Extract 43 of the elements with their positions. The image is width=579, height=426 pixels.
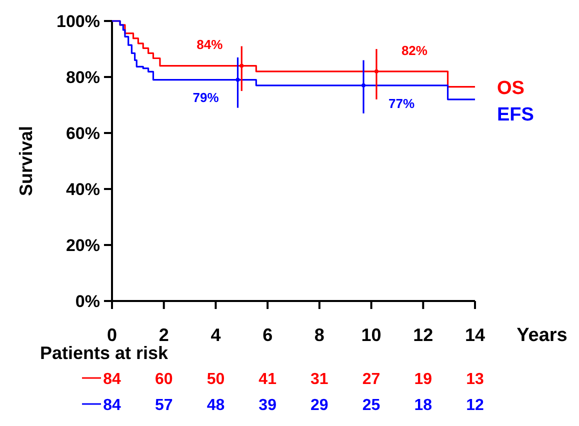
y-tick-label: 20% [66, 236, 100, 255]
point [362, 83, 366, 88]
text: 60 [154, 371, 173, 388]
y-tick-label: 0% [75, 292, 100, 311]
data-label: 77% [388, 96, 415, 111]
y-tick-label: 60% [66, 124, 100, 143]
text: 84 [103, 371, 121, 388]
y-tick-label: 40% [66, 180, 100, 199]
text: 48 [206, 397, 225, 414]
x-tick-label: 6 [262, 325, 273, 345]
y-tick-label: 80% [66, 68, 100, 87]
text: 13 [466, 371, 484, 388]
point [236, 78, 240, 82]
x-tick-label: 14 [464, 325, 486, 345]
text: Patients at risk [40, 343, 170, 363]
text: 25 [362, 397, 380, 414]
text: 19 [414, 371, 432, 388]
data-label: 79% [192, 90, 220, 106]
data-label: 84% [196, 37, 224, 52]
y-axis-title: Survival [16, 126, 36, 196]
text: 39 [258, 397, 277, 414]
text: 50 [206, 371, 225, 388]
text: 29 [310, 397, 328, 414]
text: 27 [362, 371, 380, 388]
text: 12 [466, 397, 484, 414]
text: 41 [258, 371, 277, 388]
point [374, 69, 378, 74]
text: 31 [310, 371, 328, 388]
series-label: OS [497, 78, 524, 99]
x-tick-label: 4 [210, 325, 221, 345]
y-tick-label: 100% [56, 12, 100, 31]
text: 57 [154, 397, 173, 414]
point [240, 64, 244, 68]
text: 18 [414, 397, 432, 414]
series-label: EFS [497, 104, 534, 126]
x-tick-label: 8 [314, 325, 324, 345]
data-label: 82% [401, 42, 428, 58]
x-axis-title: Years [516, 325, 568, 346]
x-tick-label: 2 [158, 325, 169, 345]
x-tick-label: 10 [361, 325, 382, 345]
text: 84 [103, 397, 121, 414]
x-tick-label: 12 [413, 325, 434, 345]
x-tick-label: 0 [106, 325, 118, 345]
